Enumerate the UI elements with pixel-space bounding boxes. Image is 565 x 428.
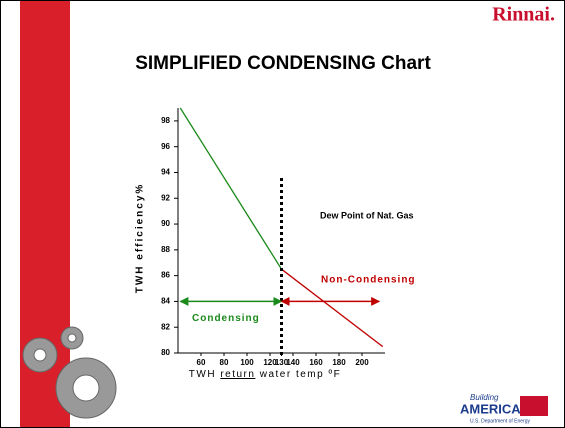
building-america-logo: Building AMERICA U.S. Department of Ener… [455, 390, 550, 424]
x-label-part: return [220, 369, 255, 380]
x-tick-label: 120 [263, 358, 277, 367]
y-tick-label: 96 [161, 142, 170, 151]
series-line [281, 268, 384, 348]
x-tick-label: 130 [275, 358, 289, 367]
y-tick-label: 86 [161, 271, 170, 280]
x-tick-label: 140 [286, 358, 300, 367]
non-condensing-label: Non-Condensing [321, 275, 416, 286]
gears [22, 326, 117, 419]
y-tick-label: 82 [161, 322, 170, 331]
x-label-part: water temp ºF [255, 369, 341, 380]
y-tick-label: 90 [161, 219, 170, 228]
x-tick-label: 200 [355, 358, 369, 367]
rinnai-logo: Rinnai. [492, 4, 555, 26]
x-label-part: TWH [189, 369, 221, 380]
logo-line2: AMERICA [460, 401, 521, 416]
condensing-label: Condensing [192, 313, 260, 324]
x-tick-label: 100 [240, 358, 254, 367]
logo-line3: U.S. Department of Energy [470, 418, 531, 424]
chart-title: SIMPLIFIED CONDENSING Chart [135, 53, 431, 74]
y-tick-label: 80 [161, 348, 170, 357]
x-axis-label: TWH return water temp ºF [189, 369, 341, 380]
y-tick-label: 94 [161, 168, 170, 177]
x-tick-label: 160 [309, 358, 323, 367]
y-tick-label: 98 [161, 116, 170, 125]
x-tick-label: 60 [197, 358, 206, 367]
y-tick-label: 92 [161, 193, 170, 202]
y-tick-label: 88 [161, 245, 170, 254]
x-tick-label: 80 [220, 358, 229, 367]
logo-line1: Building [470, 393, 499, 402]
y-tick-label: 84 [161, 297, 170, 306]
series-line [179, 107, 283, 270]
y-axis-label: TWH efficiency% [135, 183, 146, 294]
x-tick-label: 180 [332, 358, 346, 367]
dew-point-label: Dew Point of Nat. Gas [320, 210, 414, 220]
